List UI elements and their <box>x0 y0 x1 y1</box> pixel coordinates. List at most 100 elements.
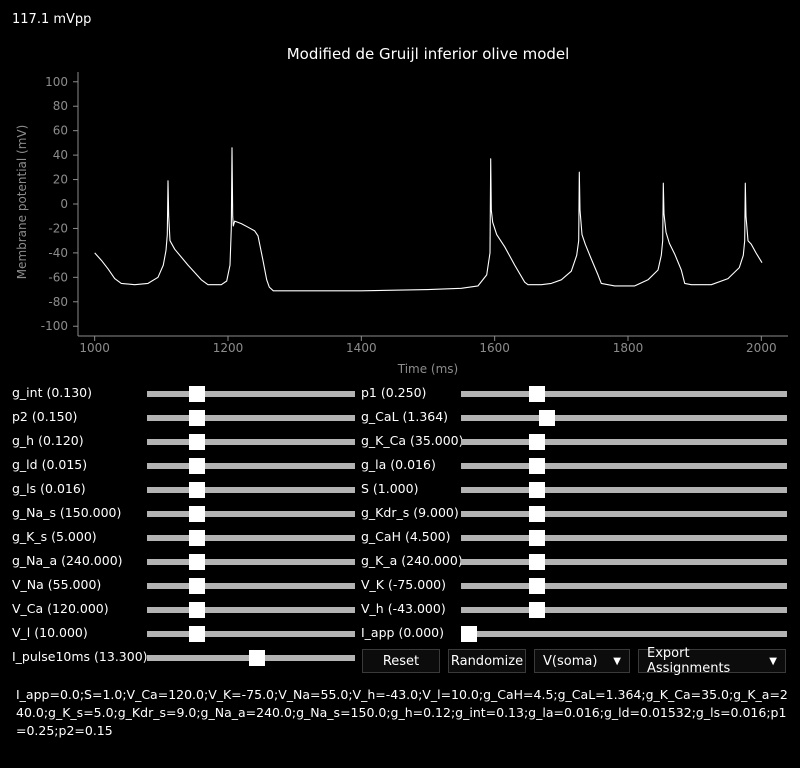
x-tick-label: 1200 <box>213 341 244 355</box>
slider-thumb[interactable] <box>529 578 546 594</box>
slider-label: V_h (-43.000) <box>361 601 446 616</box>
slider-track[interactable] <box>147 463 355 469</box>
slider-thumb[interactable] <box>529 458 546 474</box>
amplitude-readout: 117.1 mVpp <box>12 12 92 27</box>
slider-track[interactable] <box>461 391 787 397</box>
slider-thumb[interactable] <box>529 554 546 570</box>
y-tick-label: 60 <box>53 124 68 138</box>
reset-label: Reset <box>382 653 420 669</box>
parameter-slider[interactable]: V_Ca (120.000) <box>12 598 355 622</box>
slider-track[interactable] <box>147 607 355 613</box>
slider-track[interactable] <box>147 583 355 589</box>
slider-thumb[interactable] <box>529 602 546 618</box>
slider-thumb[interactable] <box>189 410 206 426</box>
parameter-slider[interactable]: g_Na_a (240.000) <box>12 550 355 574</box>
parameter-slider[interactable]: g_la (0.016) <box>361 454 787 478</box>
slider-track[interactable] <box>147 535 355 541</box>
slider-label: g_CaL (1.364) <box>361 409 449 424</box>
parameter-slider[interactable]: g_K_a (240.000) <box>361 550 787 574</box>
parameter-slider[interactable]: g_CaL (1.364) <box>361 406 787 430</box>
parameter-slider[interactable]: V_h (-43.000) <box>361 598 787 622</box>
slider-label: g_CaH (4.500) <box>361 529 451 544</box>
slider-thumb[interactable] <box>189 554 206 570</box>
y-tick-label: -40 <box>48 246 68 260</box>
slider-track[interactable] <box>461 535 787 541</box>
parameter-slider[interactable]: V_l (10.000) <box>12 622 355 646</box>
slider-track[interactable] <box>461 511 787 517</box>
slider-track[interactable] <box>461 415 787 421</box>
slider-track[interactable] <box>461 463 787 469</box>
slider-track[interactable] <box>147 631 355 637</box>
parameter-slider[interactable]: g_Na_s (150.000) <box>12 502 355 526</box>
parameter-slider[interactable]: I_pulse10ms (13.300) <box>12 646 355 670</box>
reset-button[interactable]: Reset <box>362 649 440 673</box>
parameter-slider[interactable]: V_K (-75.000) <box>361 574 787 598</box>
slider-thumb[interactable] <box>189 602 206 618</box>
slider-label: g_Kdr_s (9.000) <box>361 505 459 520</box>
slider-thumb[interactable] <box>538 410 555 426</box>
slider-label: V_Ca (120.000) <box>12 601 109 616</box>
parameter-slider[interactable]: g_int (0.130) <box>12 382 355 406</box>
slider-thumb[interactable] <box>529 530 546 546</box>
slider-track[interactable] <box>461 439 787 445</box>
parameter-slider[interactable]: g_Kdr_s (9.000) <box>361 502 787 526</box>
y-tick-label: 0 <box>60 197 68 211</box>
export-assignments-select[interactable]: Export Assignments ▼ <box>638 646 786 676</box>
slider-thumb[interactable] <box>189 386 206 402</box>
slider-label: g_ls (0.016) <box>12 481 86 496</box>
randomize-button[interactable]: Randomize <box>448 649 526 673</box>
slider-thumb[interactable] <box>529 386 546 402</box>
slider-track[interactable] <box>461 583 787 589</box>
slider-thumb[interactable] <box>529 434 546 450</box>
slider-thumb[interactable] <box>529 482 546 498</box>
slider-thumb[interactable] <box>189 506 206 522</box>
slider-thumb[interactable] <box>189 458 206 474</box>
slider-thumb[interactable] <box>189 626 206 642</box>
y-tick-label: 40 <box>53 148 68 162</box>
slider-track[interactable] <box>147 415 355 421</box>
parameter-slider[interactable]: g_CaH (4.500) <box>361 526 787 550</box>
parameter-slider[interactable]: g_K_s (5.000) <box>12 526 355 550</box>
parameter-slider[interactable]: g_K_Ca (35.000) <box>361 430 787 454</box>
assignments-text: I_app=0.0;S=1.0;V_Ca=120.0;V_K=-75.0;V_N… <box>16 687 788 738</box>
chart-title: Modified de Gruijl inferior olive model <box>287 45 570 63</box>
parameter-slider[interactable]: p1 (0.250) <box>361 382 787 406</box>
signal-select[interactable]: V(soma) ▼ <box>534 649 630 673</box>
slider-track[interactable] <box>147 511 355 517</box>
slider-thumb[interactable] <box>529 506 546 522</box>
parameter-slider[interactable]: g_ls (0.016) <box>12 478 355 502</box>
slider-thumb[interactable] <box>461 626 477 642</box>
parameter-slider[interactable]: g_ld (0.015) <box>12 454 355 478</box>
slider-track[interactable] <box>147 439 355 445</box>
y-axis-label: Membrane potential (mV) <box>15 125 29 280</box>
slider-label: g_K_Ca (35.000) <box>361 433 464 448</box>
x-tick-label: 1600 <box>479 341 510 355</box>
membrane-potential-chart: Modified de Gruijl inferior olive model … <box>15 45 788 376</box>
slider-track[interactable] <box>461 607 787 613</box>
parameter-slider[interactable]: V_Na (55.000) <box>12 574 355 598</box>
chart-trace <box>94 147 763 292</box>
slider-thumb[interactable] <box>189 434 206 450</box>
slider-label: I_app (0.000) <box>361 625 444 640</box>
slider-label: S (1.000) <box>361 481 419 496</box>
parameter-slider[interactable]: I_app (0.000) <box>361 622 787 646</box>
y-tick-label: 100 <box>45 75 68 89</box>
slider-thumb[interactable] <box>189 482 206 498</box>
slider-thumb[interactable] <box>248 650 265 666</box>
slider-label: p2 (0.150) <box>12 409 78 424</box>
parameter-slider[interactable]: p2 (0.150) <box>12 406 355 430</box>
slider-track[interactable] <box>461 631 787 637</box>
slider-track[interactable] <box>147 391 355 397</box>
slider-track[interactable] <box>147 559 355 565</box>
y-tick-label: -100 <box>41 319 68 333</box>
slider-track[interactable] <box>461 559 787 565</box>
slider-track[interactable] <box>147 487 355 493</box>
slider-thumb[interactable] <box>189 578 206 594</box>
slider-thumb[interactable] <box>189 530 206 546</box>
parameter-slider[interactable]: S (1.000) <box>361 478 787 502</box>
parameter-slider[interactable]: g_h (0.120) <box>12 430 355 454</box>
x-tick-label: 1400 <box>346 341 377 355</box>
slider-track[interactable] <box>461 487 787 493</box>
slider-label: g_K_s (5.000) <box>12 529 97 544</box>
trace-line <box>94 147 763 292</box>
